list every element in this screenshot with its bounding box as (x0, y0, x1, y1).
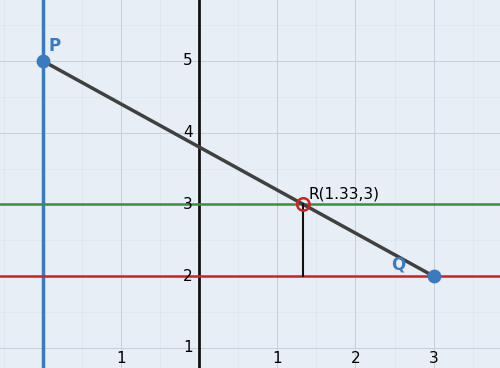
Text: 5: 5 (184, 53, 193, 68)
Text: P: P (48, 37, 60, 55)
Text: Q: Q (390, 255, 405, 273)
Text: 4: 4 (184, 125, 193, 140)
Point (430, 273, 438, 279)
Text: 2: 2 (184, 269, 193, 284)
Point (39, 58, 47, 64)
Text: 3: 3 (428, 351, 438, 366)
Point (300, 202, 308, 208)
Text: 3: 3 (183, 197, 193, 212)
Text: 1: 1 (116, 351, 126, 366)
Text: 1: 1 (272, 351, 282, 366)
Text: 2: 2 (350, 351, 360, 366)
Text: R(1.33,3): R(1.33,3) (309, 187, 380, 202)
Text: 1: 1 (184, 340, 193, 355)
